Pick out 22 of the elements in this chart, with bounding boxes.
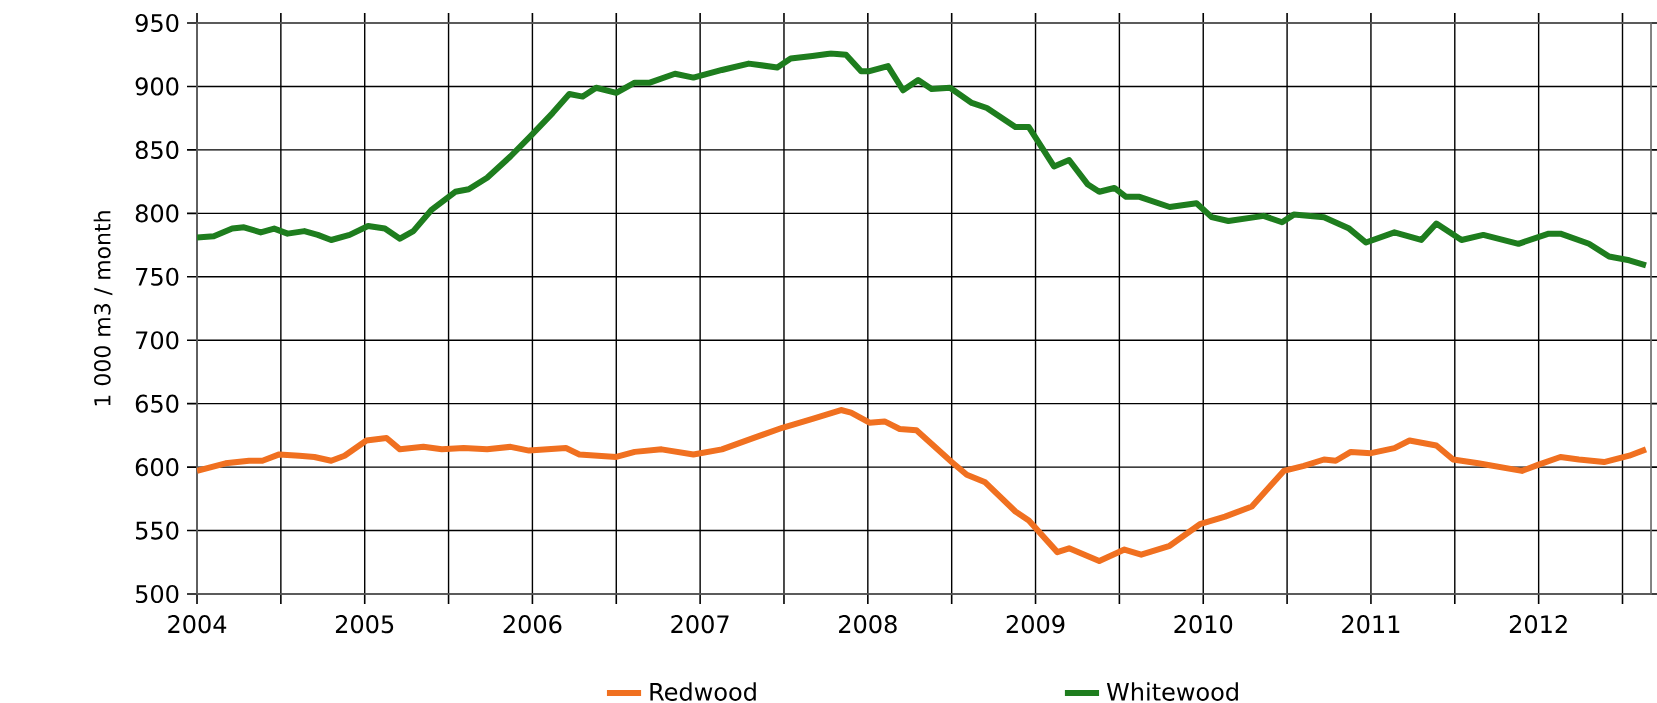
x-tick-label: 2009 <box>1006 615 1065 634</box>
legend-label: Whitewood <box>1106 682 1238 701</box>
y-tick-label: 550 <box>136 521 179 540</box>
legend-label: Redwood <box>650 682 756 701</box>
x-tick-label: 2007 <box>671 615 729 634</box>
x-tick-label: 2008 <box>839 615 897 634</box>
x-tick-label: 2006 <box>503 615 562 634</box>
y-tick-label: 750 <box>136 267 179 286</box>
y-tick-label: 500 <box>136 584 179 604</box>
y-tick-label: 850 <box>135 140 179 159</box>
y-tick-label: 650 <box>135 394 179 413</box>
y-tick-label: 600 <box>135 458 179 477</box>
x-tick-label: 2010 <box>1174 615 1233 634</box>
x-tick-label: 2005 <box>335 615 394 634</box>
y-tick-label: 900 <box>135 77 179 96</box>
y-tick-label: 800 <box>135 204 179 223</box>
x-tick-label: 2011 <box>1342 615 1400 634</box>
y-axis-title: 1 000 m3 / month <box>93 211 113 406</box>
y-tick-label: 950 <box>135 13 179 33</box>
x-tick-label: 2004 <box>168 615 227 634</box>
y-tick-label: 700 <box>136 331 179 350</box>
x-tick-label: 2012 <box>1509 615 1567 634</box>
